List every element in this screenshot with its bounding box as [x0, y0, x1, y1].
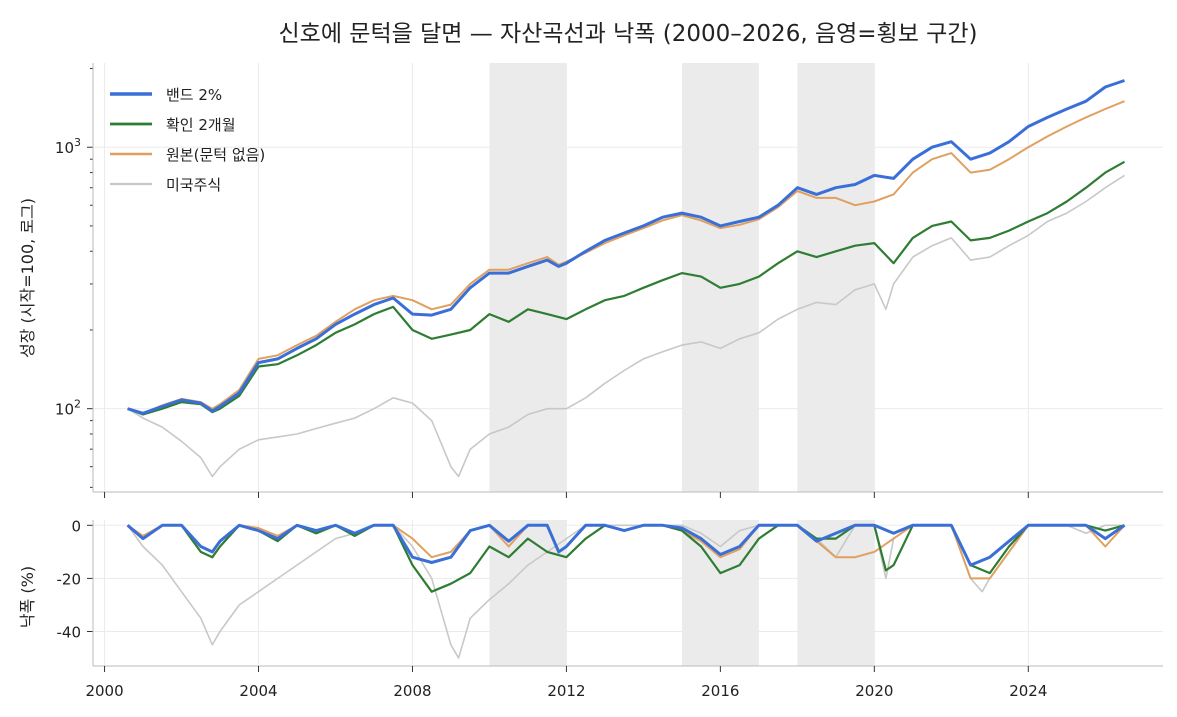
legend-label-confirm: 확인 2개월 — [166, 116, 236, 134]
x-tick-label: 2000 — [85, 682, 123, 700]
series-line-raw — [127, 524, 1126, 580]
y-tick-label: -40 — [57, 623, 82, 641]
series-line-band — [127, 79, 1125, 415]
growth-panel: 102 103 — [55, 63, 1163, 498]
series-line-market — [126, 524, 1125, 659]
x-tick-label: 2008 — [393, 682, 431, 700]
legend-label-raw: 원본(문턱 없음) — [166, 146, 265, 164]
series-line-band — [126, 523, 1126, 567]
shaded-period-3 — [797, 63, 875, 492]
growth-axis-label: 성장 (시작=100, 로그) — [18, 198, 37, 358]
shaded-period-1 — [489, 63, 567, 492]
drawdown-axis-label: 낙폭 (%) — [18, 566, 37, 628]
legend-label-market: 미국주식 — [166, 176, 221, 194]
x-tick-label: 2016 — [701, 682, 739, 700]
series-line-market — [127, 174, 1125, 478]
y-tick-label: -20 — [57, 570, 82, 588]
shaded-period-3 — [797, 520, 875, 666]
x-tick-label: 2004 — [239, 682, 277, 700]
chart-title: 신호에 문턱을 달면 — 자산곡선과 낙폭 (2000–2026, 음영=횡보 … — [279, 21, 978, 47]
y-tick-label: 102 — [55, 398, 81, 419]
y-tick-label: 103 — [55, 136, 81, 157]
x-tick-label: 2012 — [547, 682, 585, 700]
y-tick-label: 0 — [71, 517, 81, 535]
x-tick-label: 2020 — [855, 682, 893, 700]
legend-label-band: 밴드 2% — [166, 86, 222, 104]
series-line-confirm — [127, 160, 1126, 416]
shaded-period-1 — [489, 520, 567, 666]
x-tick-label: 2024 — [1009, 682, 1047, 700]
drawdown-panel: 0 -20 -40 2000 2004 2008 2012 2016 2020 2024 — [57, 517, 1163, 700]
series-line-raw — [127, 100, 1125, 415]
